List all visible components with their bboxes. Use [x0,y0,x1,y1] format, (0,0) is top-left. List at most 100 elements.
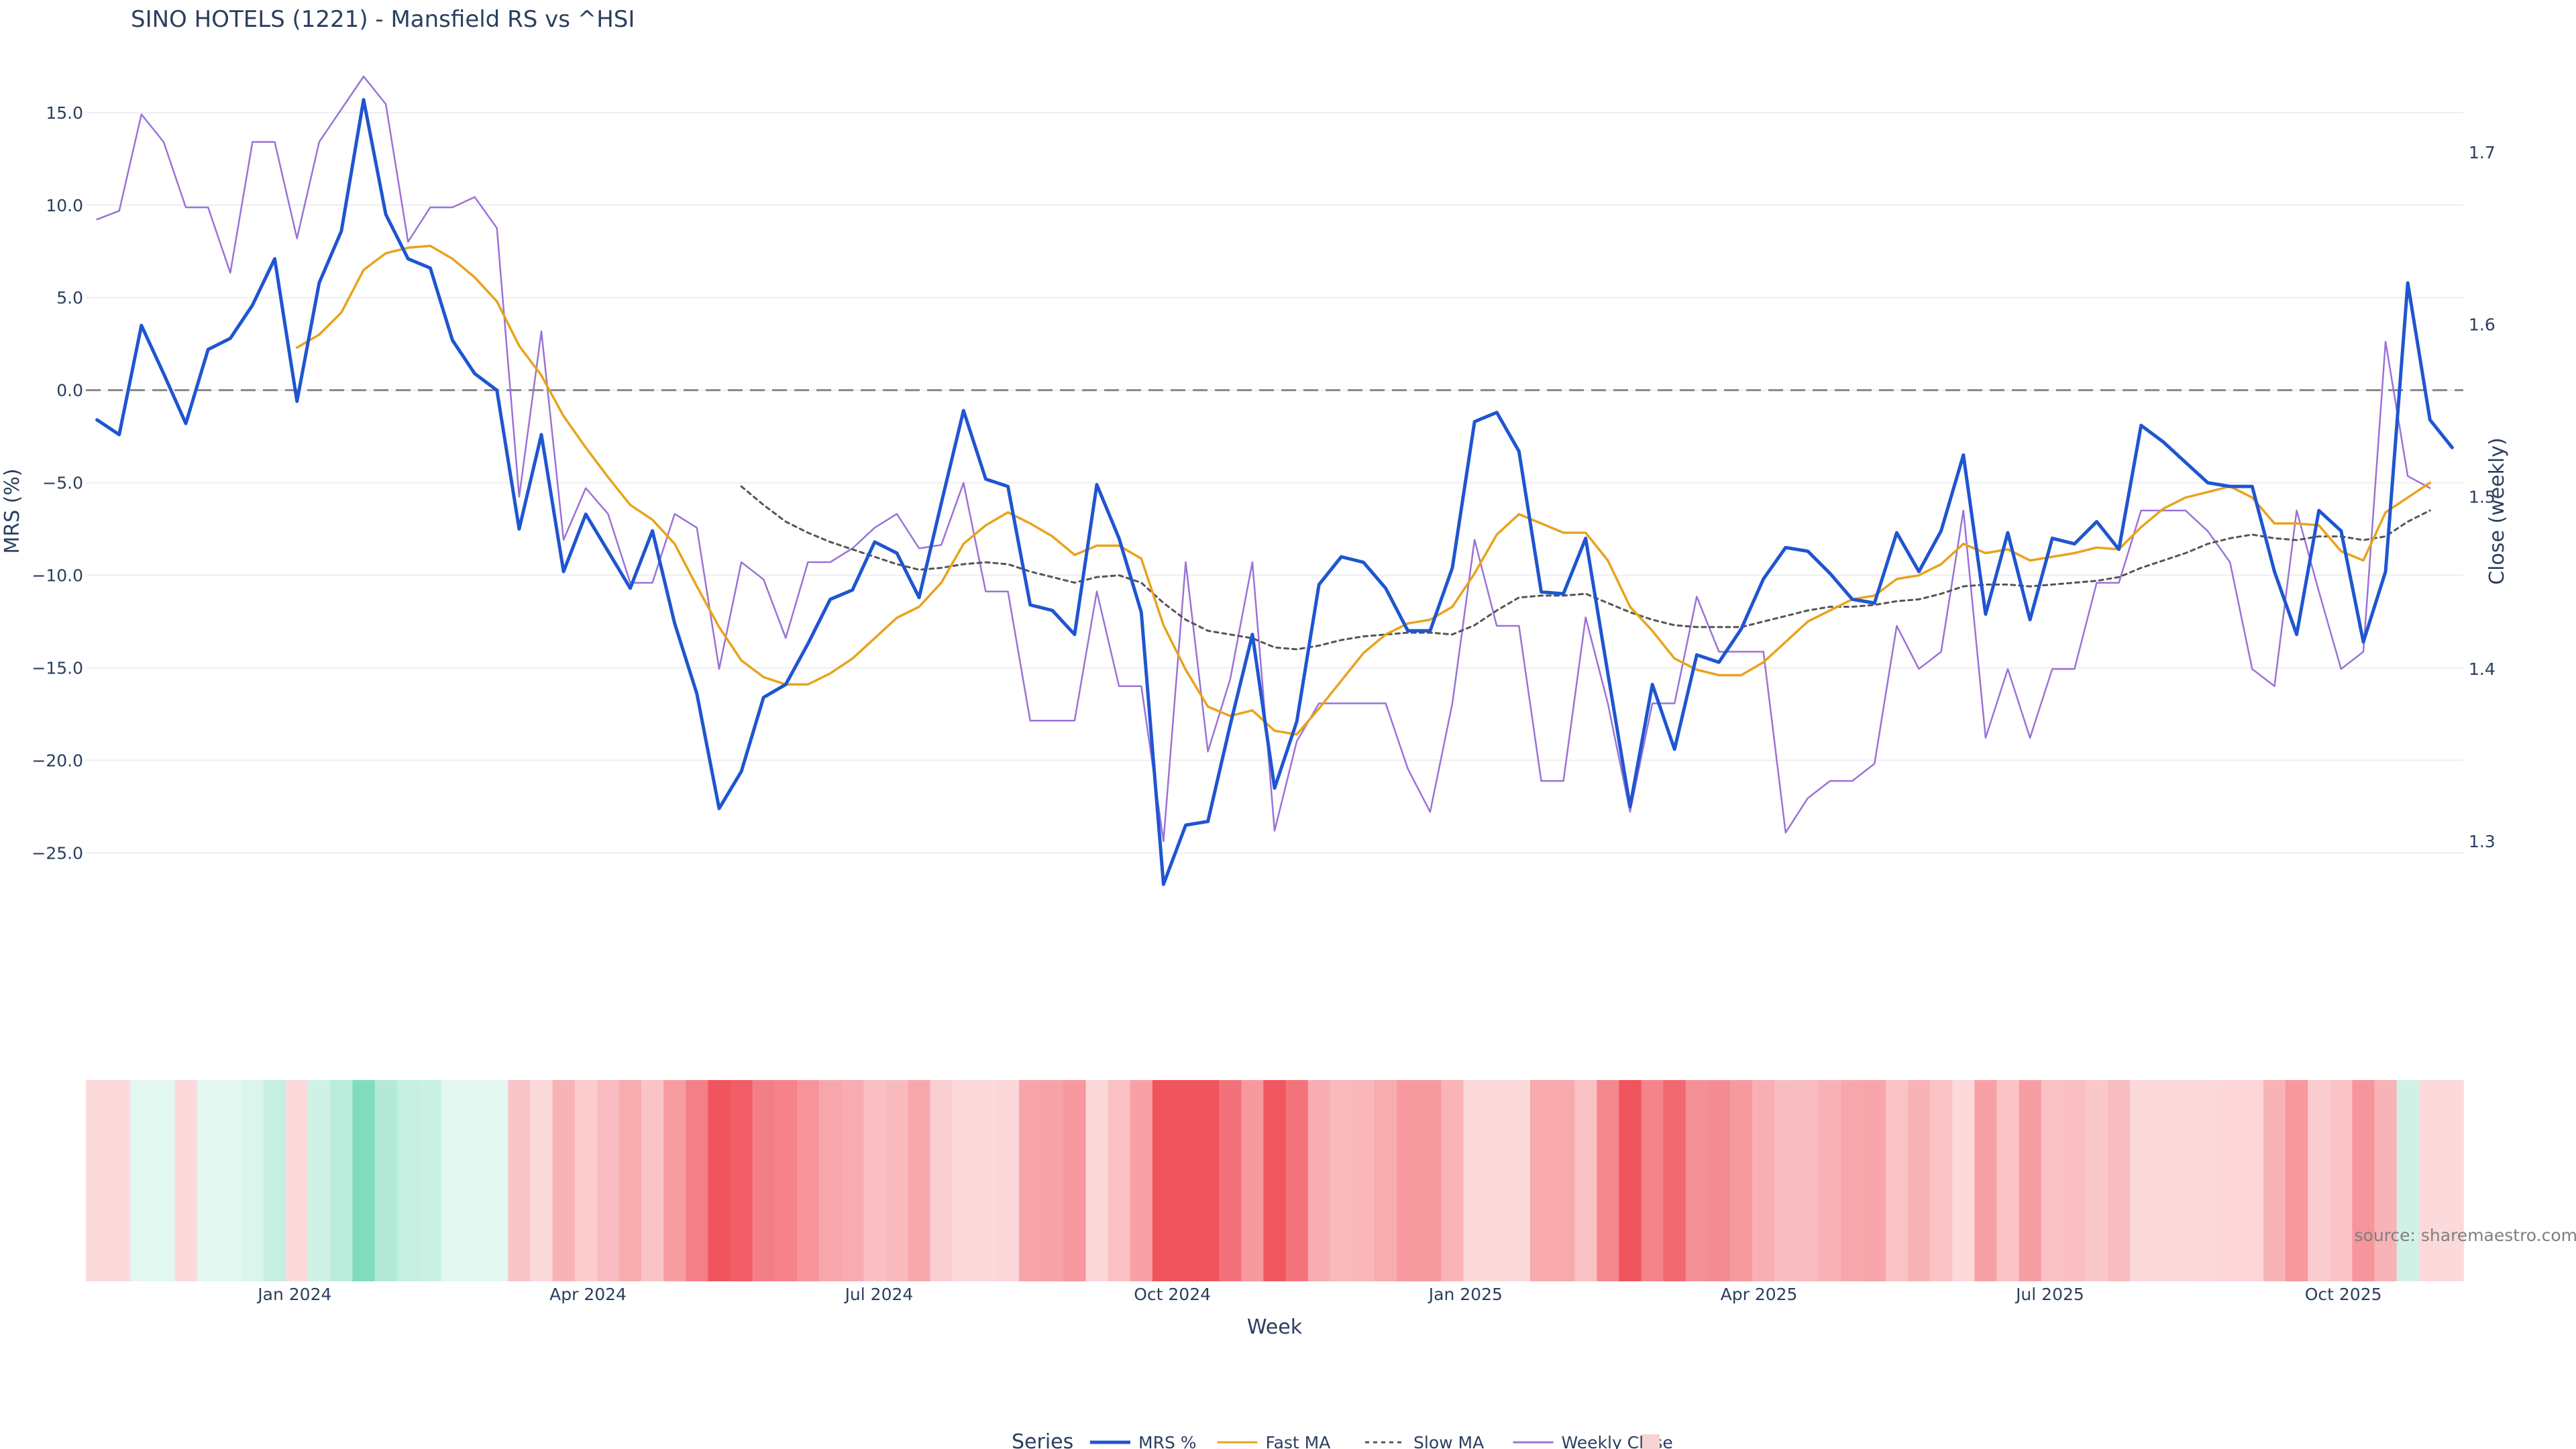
heatmap-cell [686,1080,709,1281]
legend-title: Series [1012,1430,1073,1449]
left-tick-label: −15.0 [32,658,83,678]
right-tick-label: 1.4 [2469,659,2496,679]
heatmap-cell [1796,1080,1820,1281]
heatmap-cell [2041,1080,2064,1281]
heatmap-cell [308,1080,331,1281]
heatmap-cell [819,1080,842,1281]
heatmap-cell [1685,1080,1709,1281]
heatmap-cell [352,1080,376,1281]
heatmap-cell [1307,1080,1331,1281]
heatmap-cell [1730,1080,1753,1281]
heatmap-cell [1863,1080,1886,1281]
heatmap-cell [2286,1080,2308,1281]
heatmap-cell [841,1080,864,1281]
legend-items: MRS % Fast MA Slow MA Weekly Close [1090,1433,1673,1449]
heatmap-cell [997,1080,1020,1281]
heatmap-cell [574,1080,598,1281]
heatmap-cell [219,1080,242,1281]
heatmap-cell [1397,1080,1420,1281]
heatmap-cell [1529,1080,1553,1281]
heatmap-cell [1996,1080,2020,1281]
heatmap-cell [2330,1080,2353,1281]
heatmap-cell [286,1080,309,1281]
heatmap-strip [86,1080,2464,1281]
heatmap-cell [663,1080,687,1281]
heatmap-cell [796,1080,820,1281]
x-axis-ticks: Jan 2024 Apr 2024 Jul 2024 Oct 2024 Jan 2025… [256,1285,2381,1304]
heatmap-cell [152,1080,176,1281]
heatmap-cell [1974,1080,1998,1281]
legend-label: Slow MA [1413,1433,1484,1449]
heatmap-cell [2308,1080,2330,1281]
x-tick-label: Apr 2025 [1721,1285,1798,1304]
heatmap-cell [464,1080,486,1281]
x-axis-title: Week [1247,1316,1303,1339]
right-axis-ticks: 1.7 1.6 1.5 1.4 1.3 [2469,143,2496,851]
legend-label: MRS % [1138,1433,1197,1449]
heatmap-cell [1375,1080,1397,1281]
heatmap-cell [552,1080,576,1281]
heatmap-cell [1285,1080,1309,1281]
heatmap-cell [197,1080,220,1281]
heatmap-cell [730,1080,753,1281]
source-note: source: sharemaestro.com [2355,1226,2576,1245]
heatmap-cell [2218,1080,2242,1281]
heatmap-cell [1908,1080,1931,1281]
heatmap-cell [2374,1080,2398,1281]
heatmap-cell [374,1080,398,1281]
heatmap-cell [508,1080,531,1281]
heatmap-cell [1952,1080,1976,1281]
heatmap-cell [1619,1080,1642,1281]
left-tick-label: 10.0 [46,196,83,215]
left-tick-label: 5.0 [56,288,83,308]
legend-label: Fast MA [1266,1433,1331,1449]
right-tick-label: 1.6 [2469,315,2496,335]
heatmap-cell [2019,1080,2042,1281]
left-tick-label: −20.0 [32,751,83,770]
heatmap-cell [1463,1080,1487,1281]
heatmap-cell [930,1080,953,1281]
heatmap-cell [1152,1080,1175,1281]
heatmap-cell [1108,1080,1131,1281]
heatmap-cell [264,1080,286,1281]
heatmap-cell [108,1080,131,1281]
heatmap-cell [885,1080,909,1281]
left-tick-label: 0.0 [56,381,83,400]
heatmap-cell [2085,1080,2108,1281]
x-tick-label: Jul 2024 [844,1285,914,1304]
heatmap-cell [1219,1080,1242,1281]
x-tick-label: Oct 2025 [2305,1285,2382,1304]
heatmap-cell [1663,1080,1686,1281]
heatmap-cell [2241,1080,2264,1281]
heatmap-cell [330,1080,354,1281]
series-line-mrs [95,98,2454,886]
left-axis-ticks: 15.0 10.0 5.0 0.0 −5.0 −10.0 −15.0 −20.0 −25.0 [32,103,83,863]
heatmap-cell [641,1080,664,1281]
heatmap-cell [952,1080,975,1281]
heatmap-cell [774,1080,798,1281]
right-tick-label: 1.3 [2469,832,2496,851]
x-tick-label: Jan 2024 [256,1285,331,1304]
heatmap-cell [2352,1080,2375,1281]
x-tick-label: Oct 2024 [1134,1285,1211,1304]
left-tick-label: −25.0 [32,843,83,863]
heatmap-cell [2174,1080,2198,1281]
heatmap-cell [752,1080,775,1281]
heatmap-cell [86,1080,109,1281]
left-tick-label: −10.0 [32,566,83,586]
heatmap-cell [1707,1080,1731,1281]
heatmap-cell [530,1080,553,1281]
heatmap-cell [974,1080,998,1281]
heatmap-cell [1819,1080,1842,1281]
heatmap-cell [1352,1080,1375,1281]
heatmap-cell [1641,1080,1664,1281]
heatmap-cell [1507,1080,1531,1281]
heatmap-cell [2196,1080,2220,1281]
heatmap-cell [708,1080,731,1281]
heatmap-cell [2263,1080,2286,1281]
right-tick-label: 1.5 [2469,487,2496,506]
heatmap-cell [2063,1080,2086,1281]
series-line-weekly-close [96,75,2431,843]
heatmap-cell [174,1080,198,1281]
